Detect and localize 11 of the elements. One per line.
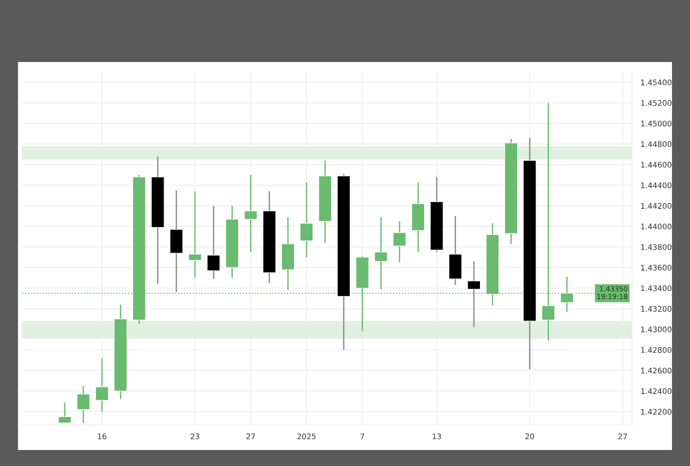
candlestick [170,190,183,293]
candlestick [188,190,202,278]
candlestick [206,205,220,280]
candlestick [467,260,481,328]
candlestick [58,402,72,424]
candlestick [244,174,258,253]
candlestick [374,216,388,290]
candlestick [300,181,314,258]
candlestick [95,357,109,412]
candlestick [392,220,406,264]
candlestick [76,385,90,424]
